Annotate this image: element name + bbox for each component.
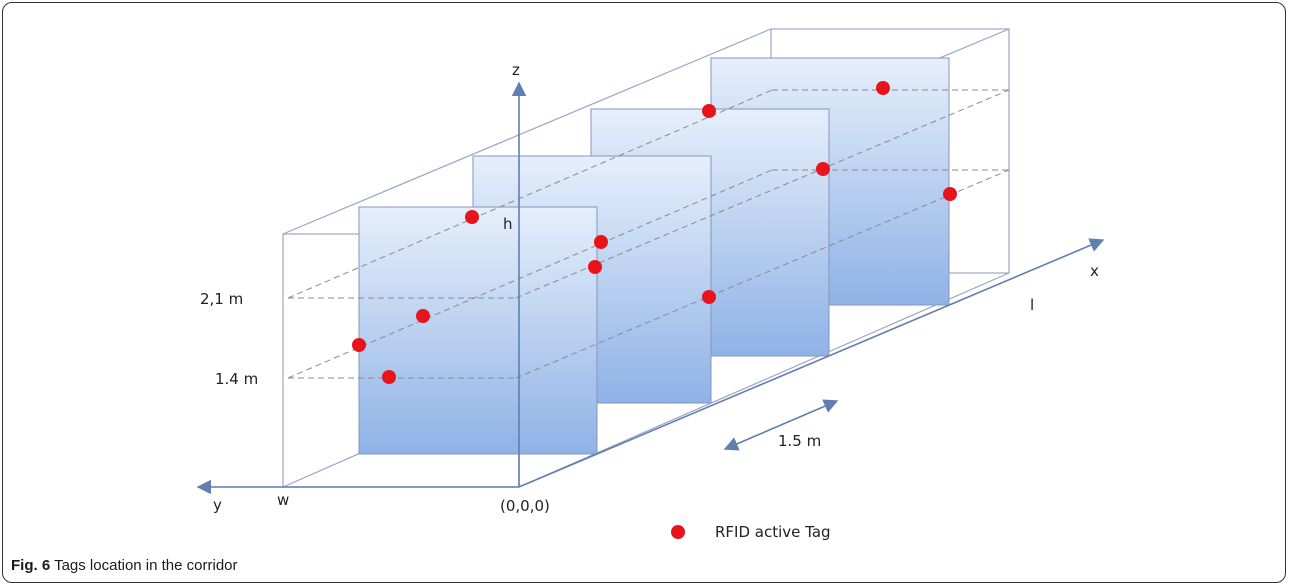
y-axis-label: y bbox=[213, 496, 222, 514]
figure-number: Fig. 6 bbox=[11, 557, 51, 574]
axes bbox=[196, 81, 1105, 495]
z-axis-label: z bbox=[512, 61, 520, 79]
height-label-2-1m: 2,1 m bbox=[200, 290, 243, 308]
legend-tag-marker bbox=[671, 525, 685, 539]
legend: RFID active Tag bbox=[671, 523, 831, 541]
height-label-1-4m: 1.4 m bbox=[215, 370, 258, 388]
rfid-tag-2 bbox=[594, 235, 608, 249]
x-axis bbox=[518, 238, 1105, 488]
rfid-tag-5 bbox=[352, 338, 366, 352]
corridor-diagram: z x y (0,0,0) w h l 2,1 m 1.4 m 1.5 m RF… bbox=[196, 28, 1105, 541]
spacing-label: 1.5 m bbox=[778, 432, 821, 450]
rfid-tag-9 bbox=[816, 162, 830, 176]
rfid-tag-4 bbox=[416, 309, 430, 323]
height-label: h bbox=[503, 215, 513, 233]
caption-text: Tags location in the corridor bbox=[54, 557, 238, 574]
origin-label: (0,0,0) bbox=[500, 497, 550, 515]
length-label: l bbox=[1030, 296, 1034, 314]
rfid-tag-11 bbox=[702, 290, 716, 304]
rfid-tag-8 bbox=[876, 81, 890, 95]
rfid-tag-7 bbox=[702, 104, 716, 118]
panel-1 bbox=[358, 206, 598, 455]
tag-group bbox=[352, 81, 957, 384]
figure-caption: Fig. 6 Tags location in the corridor bbox=[11, 557, 238, 574]
rfid-tag-3 bbox=[588, 260, 602, 274]
spacing-arrow bbox=[723, 399, 839, 451]
rfid-tag-1 bbox=[465, 210, 479, 224]
x-axis-label: x bbox=[1090, 262, 1099, 280]
legend-label: RFID active Tag bbox=[715, 523, 831, 541]
width-label: w bbox=[277, 491, 289, 509]
rfid-tag-10 bbox=[943, 187, 957, 201]
rfid-tag-6 bbox=[382, 370, 396, 384]
